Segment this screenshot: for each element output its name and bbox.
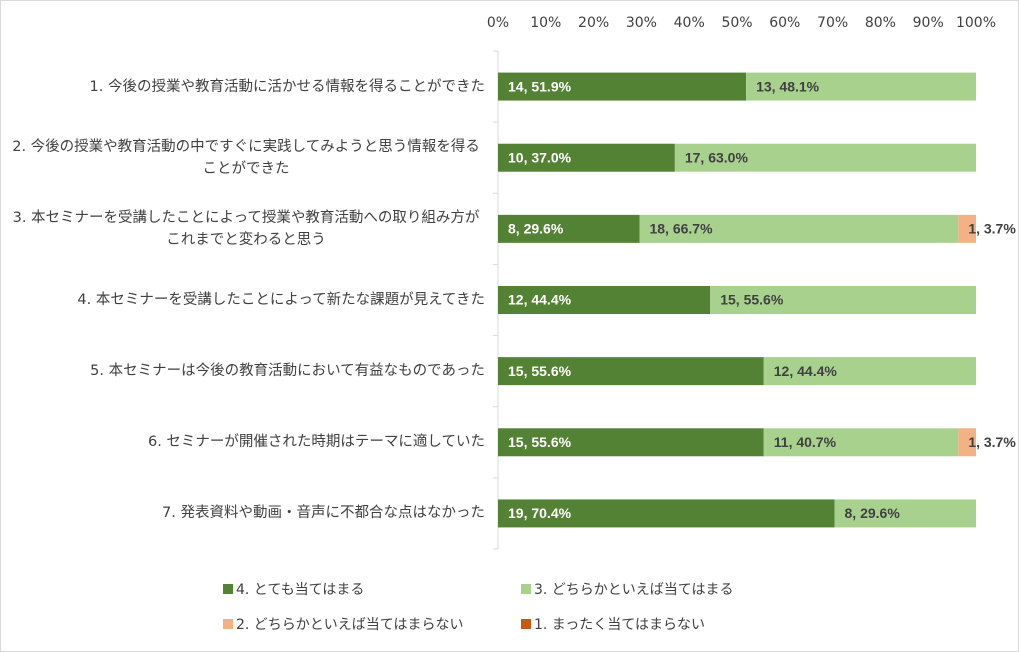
x-tick-label: 0% bbox=[487, 15, 509, 31]
x-tick-label: 90% bbox=[913, 15, 944, 31]
legend-swatch bbox=[521, 619, 531, 629]
bar-segment bbox=[639, 214, 959, 243]
category-label-box: 7. 発表資料や動画・音声に不都合な点はなかった bbox=[7, 483, 485, 543]
bar-segment bbox=[498, 499, 835, 528]
legend-label: 4. とても当てはまる bbox=[236, 582, 364, 598]
bar-segment bbox=[710, 286, 976, 314]
data-label: 8, 29.6% bbox=[845, 505, 901, 521]
x-tick-label: 60% bbox=[769, 15, 800, 31]
bar-segment bbox=[498, 143, 675, 172]
y-tick-label: 5. 本セミナーは今後の教育活動において有益なものであった bbox=[90, 363, 485, 380]
bar-segment bbox=[958, 428, 976, 457]
bar-segment bbox=[498, 357, 764, 386]
legend-label: 3. どちらかといえば当てはまる bbox=[534, 582, 734, 598]
bar-segment bbox=[498, 428, 764, 457]
bar-segment bbox=[498, 72, 747, 101]
data-label: 12, 44.4% bbox=[508, 292, 572, 308]
data-label: 15, 55.6% bbox=[508, 363, 572, 379]
bar-segment bbox=[498, 286, 711, 314]
x-tick-label: 30% bbox=[626, 15, 657, 31]
category-label-box: 3. 本セミナーを受講したことによって授業や教育活動への取り組み方がこれまでと変… bbox=[7, 199, 485, 259]
y-tick-label: 3. 本セミナーを受講したことによって授業や教育活動への取り組み方がこれまでと変… bbox=[12, 209, 480, 248]
bar-segment bbox=[746, 72, 976, 101]
x-tick-label: 40% bbox=[674, 15, 705, 31]
data-label: 15, 55.6% bbox=[508, 434, 572, 450]
y-tick-label: 4. 本セミナーを受講したことによって新たな課題が見えてきた bbox=[77, 292, 485, 308]
y-tick-label: 7. 発表資料や動画・音声に不都合な点はなかった bbox=[162, 505, 485, 522]
category-label-box: 4. 本セミナーを受講したことによって新たな課題が見えてきた bbox=[7, 270, 485, 330]
data-label: 19, 70.4% bbox=[508, 505, 572, 521]
bar-segment bbox=[674, 143, 976, 172]
data-label: 12, 44.4% bbox=[774, 363, 838, 379]
data-label: 10, 37.0% bbox=[508, 149, 572, 165]
category-label-box: 2. 今後の授業や教育活動の中ですぐに実践してみようと思う情報を得ることができた bbox=[7, 128, 485, 188]
bar-segment bbox=[763, 357, 976, 386]
legend-label: 1. まったく当てはまらない bbox=[534, 617, 705, 633]
data-label: 1, 3.7% bbox=[968, 434, 1016, 450]
bar-segment bbox=[834, 499, 976, 528]
x-tick-label: 80% bbox=[865, 15, 896, 31]
y-tick-label: 6. セミナーが開催された時期はテーマに適していた bbox=[147, 434, 485, 451]
x-tick-label: 50% bbox=[721, 15, 752, 31]
data-label: 11, 40.7% bbox=[774, 434, 837, 450]
x-tick-label: 20% bbox=[578, 15, 609, 31]
data-label: 14, 51.9% bbox=[508, 78, 572, 94]
y-tick-label: 1. 今後の授業や教育活動に活かせる情報を得ることができた bbox=[89, 78, 485, 95]
category-label-box: 6. セミナーが開催された時期はテーマに適していた bbox=[7, 412, 485, 472]
bar-segment bbox=[498, 214, 640, 243]
y-tick-label: 2. 今後の授業や教育活動の中ですぐに実践してみようと思う情報を得ることができた bbox=[12, 138, 480, 177]
data-label: 17, 63.0% bbox=[685, 149, 749, 165]
data-label: 13, 48.1% bbox=[756, 78, 820, 94]
legend-swatch bbox=[223, 584, 233, 594]
x-tick-label: 70% bbox=[817, 15, 848, 31]
bar-segment bbox=[958, 214, 976, 243]
legend-swatch bbox=[223, 619, 233, 629]
category-label-box: 5. 本セミナーは今後の教育活動において有益なものであった bbox=[7, 341, 485, 401]
legend-swatch bbox=[521, 584, 531, 594]
x-tick-label: 10% bbox=[530, 15, 561, 31]
data-label: 18, 66.7% bbox=[649, 221, 713, 237]
data-label: 15, 55.6% bbox=[720, 292, 784, 308]
data-label: 1, 3.7% bbox=[968, 221, 1016, 237]
x-tick-label: 100% bbox=[956, 15, 996, 31]
bar-segment bbox=[763, 428, 959, 457]
legend-label: 2. どちらかといえば当てはまらない bbox=[236, 617, 464, 633]
category-label-box: 1. 今後の授業や教育活動に活かせる情報を得ることができた bbox=[7, 57, 485, 117]
data-label: 8, 29.6% bbox=[508, 221, 564, 237]
